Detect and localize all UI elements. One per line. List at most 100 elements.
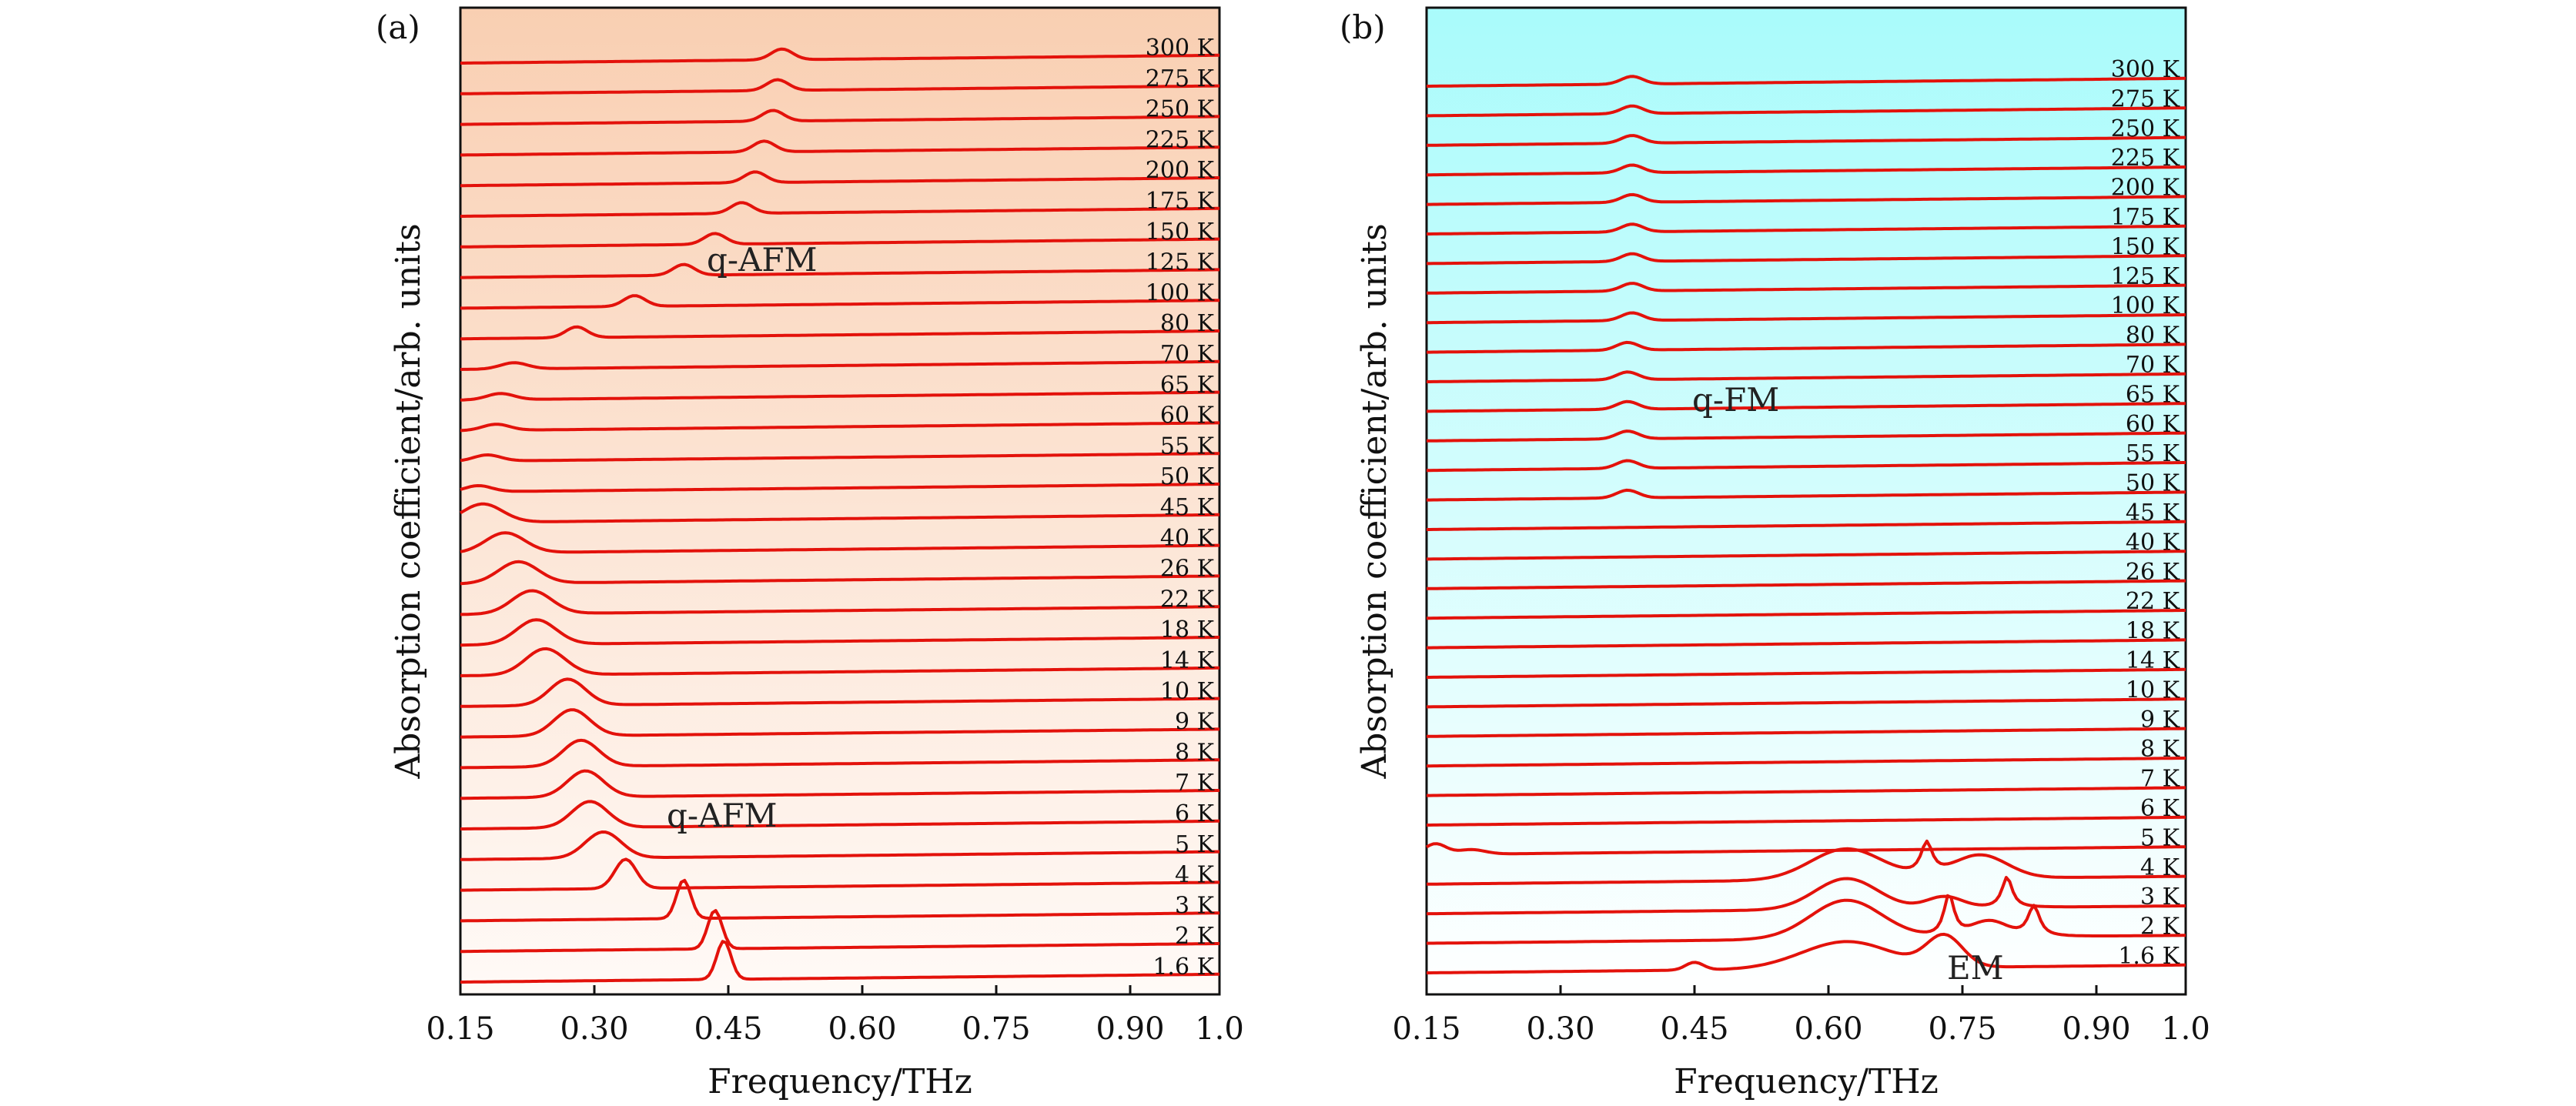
series-label-40-k: 40 K [1160,525,1215,552]
x-tick-label: 0.30 [560,1011,628,1047]
series-label-1-6-k: 1.6 K [1153,954,1214,981]
x-tick-label: 0.60 [1794,1011,1862,1047]
series-label-7-k: 7 K [2140,766,2180,793]
series-label-200-k: 200 K [1146,157,1215,184]
series-line-14-k [1427,667,2186,679]
series-label-70-k: 70 K [2126,352,2180,379]
series-line-3-k [1426,876,2186,916]
x-axis-title-b: Frequency/THz [1674,1062,1939,1101]
x-tick-label: 1.0 [1195,1011,1244,1047]
series-line-55-k [460,452,1219,463]
x-tick-label: 0.30 [1526,1011,1594,1047]
series-label-65-k: 65 K [2126,381,2180,408]
series-label-14-k: 14 K [2126,647,2180,674]
series-line-9-k [1427,727,2186,738]
series-line-100-k [460,294,1219,310]
series-label-100-k: 100 K [1146,279,1215,306]
series-line-7-k [1427,786,2186,797]
series-label-275-k: 275 K [1146,65,1215,92]
series-line-10-k [1427,697,2186,709]
series-label-10-k: 10 K [1160,678,1215,705]
series-line-150-k [460,232,1219,249]
series-label-2-k: 2 K [1175,923,1215,950]
series-line-9-k [460,708,1219,739]
temperature-labels-a: 300 K 275 K 250 K 225 K 200 K 175 K 150 K 125 K… [1146,35,1215,981]
series-label-8-k: 8 K [1175,739,1215,766]
series-label-225-k: 225 K [1146,126,1215,153]
series-label-7-k: 7 K [1175,770,1215,797]
series-line-10-k [460,677,1219,708]
series-line-50-k [1427,488,2186,502]
series-label-50-k: 50 K [1160,463,1215,490]
series-line-300-k [1427,75,2186,88]
series-label-6-k: 6 K [2140,795,2180,822]
series-line-70-k [460,359,1219,371]
series-label-45-k: 45 K [1160,494,1215,521]
series-line-2-k [460,909,1219,954]
series-line-175-k [1427,222,2186,236]
series-line-5-k [1426,842,2186,856]
series-line-1-6-k [460,940,1219,984]
x-tick-label: 0.60 [828,1011,896,1047]
series-label-14-k: 14 K [1160,647,1215,674]
curves-b [1426,75,2186,974]
series-label-250-k: 250 K [1146,96,1215,123]
series-line-26-k [460,560,1219,586]
series-label-300-k: 300 K [2111,56,2180,83]
series-label-100-k: 100 K [2111,292,2180,319]
series-line-22-k [460,589,1219,616]
series-line-45-k [1427,520,2186,531]
annotation-q-afm-upper: q-AFM [707,241,818,279]
series-line-100-k [1427,311,2186,325]
series-label-70-k: 70 K [1160,341,1215,368]
series-line-125-k [460,262,1219,279]
series-line-55-k [1427,459,2186,473]
series-label-80-k: 80 K [1160,310,1215,337]
series-line-200-k [1427,192,2186,206]
panel-a: (a) 300 K 275 K 250 K 225 K 200 K 175 K 150 K 1… [376,6,1244,1101]
series-label-300-k: 300 K [1146,35,1215,62]
series-label-65-k: 65 K [1160,372,1215,399]
series-label-6-k: 6 K [1175,800,1215,827]
series-label-175-k: 175 K [1146,188,1215,215]
series-label-3-k: 3 K [1175,892,1215,919]
series-line-70-k [1427,370,2186,383]
series-line-40-k [460,531,1219,554]
series-label-2-k: 2 K [2140,914,2180,941]
series-line-7-k [460,769,1219,800]
annotation-q-fm: q-FM [1692,381,1779,419]
x-axis-title-a: Frequency/THz [708,1062,972,1101]
annotation-em: EM [1947,949,2004,987]
series-line-275-k [460,78,1219,95]
x-tick-label: 0.15 [426,1011,494,1047]
series-line-65-k [1427,399,2186,413]
series-line-3-k [460,878,1219,923]
series-line-60-k [1427,429,2186,443]
series-label-9-k: 9 K [2140,707,2180,733]
series-line-18-k [460,618,1219,647]
series-line-225-k [460,139,1219,157]
series-line-80-k [1427,340,2186,354]
series-line-250-k [1427,134,2186,147]
series-label-3-k: 3 K [2140,884,2180,911]
series-line-4-k [460,857,1219,892]
series-label-18-k: 18 K [1160,616,1215,643]
series-line-175-k [460,201,1219,218]
plot-area-a [459,6,1221,996]
series-line-80-k [460,325,1219,341]
series-label-22-k: 22 K [1160,586,1215,613]
x-tick-label: 0.45 [694,1011,762,1047]
series-line-4-k [1426,839,2186,886]
series-line-65-k [460,390,1219,402]
y-axis-title-b: Absorption coefficient/arb. units [1355,223,1394,779]
series-label-150-k: 150 K [2111,233,2180,260]
y-axis-title-a: Absorption coefficient/arb. units [389,223,428,779]
panel-label-a: (a) [376,8,420,46]
series-line-22-k [1427,609,2186,620]
series-label-175-k: 175 K [2111,204,2180,231]
series-label-275-k: 275 K [2111,85,2180,112]
series-line-60-k [460,421,1219,433]
